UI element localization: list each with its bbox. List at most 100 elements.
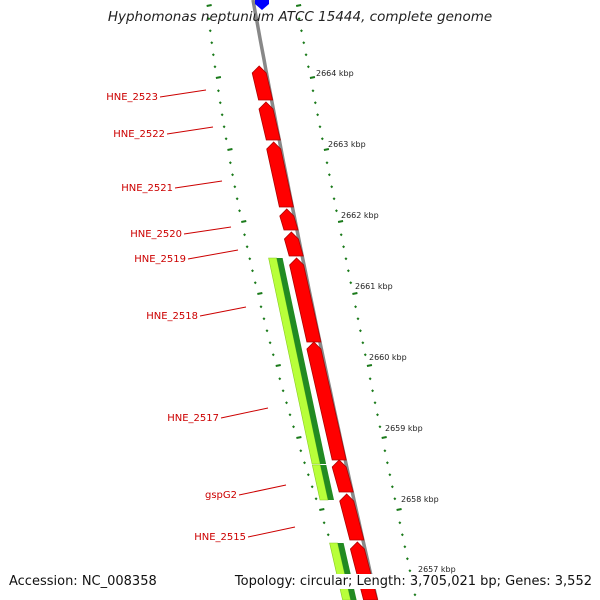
outer-tick	[295, 4, 302, 7]
gene-arrow-blue	[255, 0, 269, 10]
outer-tick	[342, 245, 346, 249]
inner-tick	[210, 41, 214, 45]
gene-arrow-forward	[258, 101, 281, 141]
gene-label-hne_2520: HNE_2520	[130, 229, 182, 240]
inner-tick	[231, 173, 235, 177]
inner-tick	[220, 113, 224, 117]
outer-tick	[373, 401, 377, 405]
inner-tick	[275, 364, 281, 367]
inner-tick	[303, 461, 306, 465]
inner-tick	[288, 413, 292, 417]
scale-labels: 2664 kbp 2663 kbp 2662 kbp 2661 kbp 2660 kbp…	[316, 69, 456, 574]
scale-label: 2661 kbp	[355, 282, 393, 291]
outer-tick	[344, 257, 348, 261]
outer-tick	[403, 545, 407, 549]
map-title: Hyphomonas neptunium ATCC 15444, complet…	[107, 9, 493, 25]
gene-callout-line	[183, 226, 232, 235]
inner-tick	[314, 497, 318, 501]
outer-tick	[381, 436, 387, 439]
inner-tick	[248, 257, 252, 261]
scale-label: 2659 kbp	[385, 424, 423, 433]
outer-tick	[339, 233, 343, 237]
inner-tick	[227, 148, 233, 151]
inner-tick	[326, 533, 330, 537]
outer-tick	[398, 521, 402, 525]
outer-tick	[413, 593, 417, 597]
outer-tick	[346, 269, 350, 273]
outer-tick	[390, 485, 394, 489]
gene-callout-line	[238, 484, 287, 496]
gene-label-hne_2515: HNE_2515	[194, 532, 246, 543]
inner-tick	[233, 185, 237, 189]
gene-arrow-forward	[251, 65, 274, 101]
outer-tick	[304, 53, 308, 57]
outer-tick	[297, 17, 301, 21]
outer-tick	[325, 161, 329, 165]
gene-callout-line	[174, 180, 223, 189]
outer-tick	[313, 101, 317, 105]
gene-callout-line	[199, 306, 247, 317]
gene-arrow-reverse-dark	[276, 258, 327, 464]
outer-tick	[323, 148, 330, 151]
scale-label: 2658 kbp	[401, 495, 439, 504]
inner-tick	[218, 101, 222, 105]
inner-tick	[299, 449, 303, 453]
inner-tick	[306, 473, 310, 477]
gene-arrow-forward	[279, 208, 299, 231]
gene-labels: HNE_2523 HNE_2522 HNE_2521 HNE_2520 HNE_2519…	[106, 92, 246, 543]
gene-label-gspg2: gspG2	[205, 490, 237, 501]
gene-arrow-forward	[339, 493, 365, 541]
scale-label: 2662 kbp	[341, 211, 379, 220]
outer-tick	[320, 137, 324, 141]
outer-tick	[368, 377, 372, 381]
outer-tick	[371, 389, 375, 393]
inner-tick	[310, 485, 314, 489]
outer-tick	[302, 41, 306, 45]
outer-tick	[396, 508, 402, 511]
inner-tick	[268, 341, 272, 345]
outer-tick	[334, 209, 338, 213]
gene-label-hne_2518: HNE_2518	[146, 311, 198, 322]
outer-tick	[358, 329, 362, 333]
outer-tick	[332, 197, 336, 201]
outer-tick	[366, 364, 373, 367]
inner-tick	[265, 329, 269, 333]
inner-tick	[224, 137, 228, 141]
inner-tick	[238, 209, 242, 213]
inner-tick	[319, 508, 325, 511]
inner-tick	[271, 353, 275, 357]
outer-tick	[376, 413, 379, 417]
gene-label-lines	[159, 89, 296, 538]
inner-tick	[281, 389, 285, 393]
outer-tick	[400, 533, 404, 537]
outer-tick	[352, 292, 358, 295]
gene-label-hne_2521: HNE_2521	[121, 183, 173, 194]
gene-arrow-reverse-dark	[320, 465, 334, 500]
inner-tick	[206, 4, 212, 7]
outer-tick	[306, 65, 310, 69]
outer-tick	[385, 461, 389, 465]
inner-tick	[207, 17, 211, 21]
gene-callout-line	[187, 249, 239, 260]
genome-backbone	[251, 0, 379, 600]
outer-tick	[388, 473, 392, 477]
scale-label: 2663 kbp	[328, 140, 366, 149]
gene-callout-line	[247, 526, 296, 538]
gene-label-hne_2523: HNE_2523	[106, 92, 158, 103]
outer-tick	[309, 76, 316, 79]
gene-callout-line	[159, 89, 207, 98]
inner-tick	[211, 53, 215, 57]
gene-label-hne_2517: HNE_2517	[167, 413, 219, 424]
inner-tick	[253, 281, 257, 285]
scale-label: 2664 kbp	[316, 69, 354, 78]
inner-tick	[235, 197, 239, 201]
outer-tick	[378, 425, 382, 429]
inner-tick	[257, 292, 263, 295]
outer-tick	[330, 185, 334, 189]
gene-callout-line	[220, 407, 269, 419]
gene-arrow-forward	[331, 459, 354, 493]
outer-tick	[354, 305, 358, 309]
inner-tick	[292, 425, 295, 429]
inner-tick	[278, 377, 282, 381]
